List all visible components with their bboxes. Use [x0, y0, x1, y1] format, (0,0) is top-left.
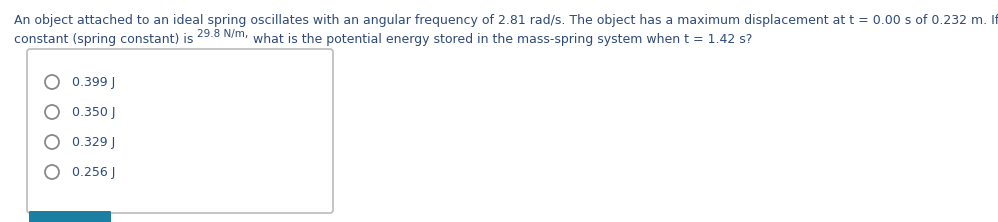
Text: constant (spring constant) is: constant (spring constant) is — [14, 33, 198, 46]
Text: 0.399 J: 0.399 J — [72, 75, 115, 89]
Text: 0.329 J: 0.329 J — [72, 135, 115, 149]
Circle shape — [45, 135, 59, 149]
Text: what is the potential energy stored in the mass-spring system when t = 1.42 s?: what is the potential energy stored in t… — [249, 33, 752, 46]
Text: 0.350 J: 0.350 J — [72, 105, 116, 119]
Circle shape — [45, 165, 59, 179]
Circle shape — [45, 105, 59, 119]
FancyBboxPatch shape — [27, 49, 333, 213]
Text: 0.256 J: 0.256 J — [72, 165, 116, 178]
Circle shape — [45, 75, 59, 89]
FancyBboxPatch shape — [29, 211, 111, 222]
Text: 29.8 N/m,: 29.8 N/m, — [198, 29, 249, 39]
Text: An object attached to an ideal spring oscillates with an angular frequency of 2.: An object attached to an ideal spring os… — [14, 14, 998, 27]
